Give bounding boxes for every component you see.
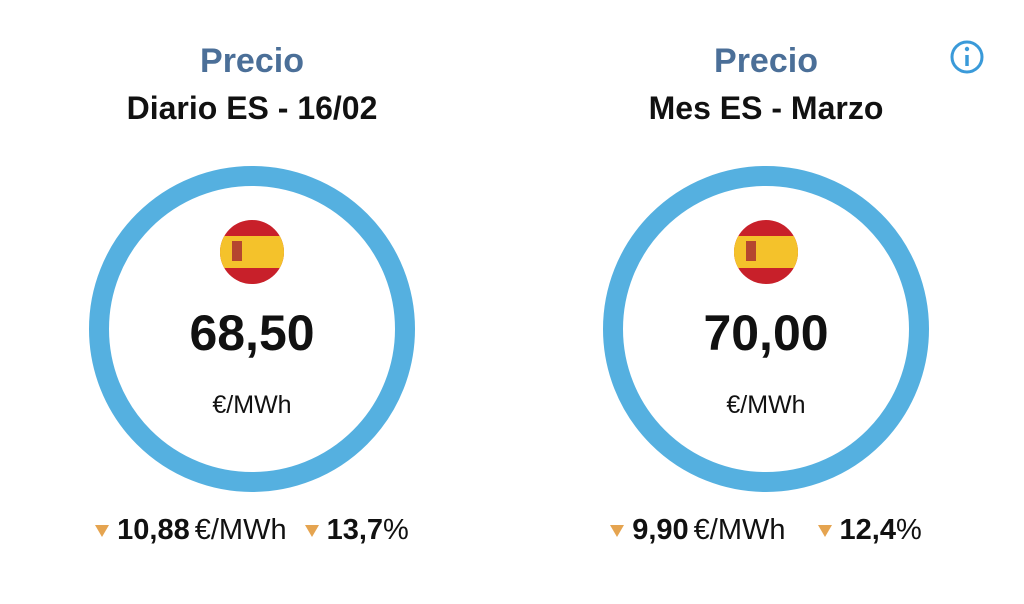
change-unit: €/MWh	[693, 514, 786, 546]
change-row: 10,88 €/MWh 13,7%	[32, 514, 472, 547]
flag-emblem	[232, 241, 242, 261]
change-percent: 13,7	[326, 514, 384, 546]
change-unit: €/MWh	[194, 514, 287, 546]
down-arrow	[610, 524, 625, 537]
info-icon[interactable]	[950, 40, 984, 74]
flag	[220, 220, 284, 284]
card-subtitle: Diario ES - 16/02	[127, 90, 378, 126]
price-unit: €/MWh	[212, 391, 291, 419]
price-unit: €/MWh	[726, 391, 805, 419]
down-arrow	[817, 524, 832, 537]
price-value: 70,00	[703, 305, 828, 361]
card-label: Precio	[200, 42, 304, 80]
card-label: Precio	[714, 42, 818, 80]
flag-emblem	[746, 241, 756, 261]
down-arrow	[95, 524, 110, 537]
ring	[603, 166, 929, 492]
percent-sign: %	[383, 514, 409, 546]
flag-yellow	[220, 236, 284, 268]
percent-sign: %	[895, 514, 922, 546]
change-percent: 12,4	[839, 514, 896, 546]
flag	[734, 220, 798, 284]
ring	[89, 166, 415, 492]
change-row: 9,90 €/MWh 12,4%	[546, 514, 986, 547]
change-value: 10,88	[117, 514, 190, 546]
down-arrow	[304, 524, 319, 537]
change-value: 9,90	[632, 514, 689, 546]
flag-yellow	[734, 236, 798, 268]
price-value: 68,50	[189, 305, 314, 361]
card-subtitle: Mes ES - Marzo	[649, 90, 884, 126]
